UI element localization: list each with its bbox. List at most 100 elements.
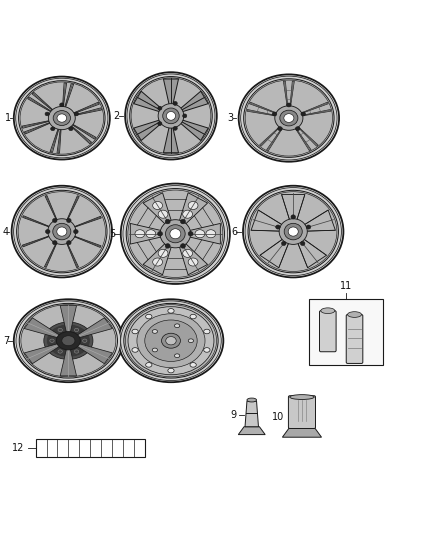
- Ellipse shape: [173, 101, 177, 106]
- Text: 12: 12: [12, 443, 25, 453]
- Ellipse shape: [135, 230, 145, 238]
- Polygon shape: [22, 120, 52, 128]
- Text: 6: 6: [231, 227, 237, 237]
- Text: 7: 7: [3, 336, 9, 346]
- Ellipse shape: [245, 188, 342, 276]
- Ellipse shape: [162, 333, 180, 348]
- Ellipse shape: [188, 258, 198, 266]
- Polygon shape: [301, 210, 336, 231]
- FancyBboxPatch shape: [288, 395, 315, 429]
- Polygon shape: [282, 195, 305, 223]
- Ellipse shape: [290, 394, 314, 399]
- Polygon shape: [295, 124, 318, 146]
- Polygon shape: [250, 102, 280, 115]
- Ellipse shape: [173, 126, 177, 130]
- Ellipse shape: [137, 314, 205, 368]
- Ellipse shape: [280, 110, 298, 126]
- Ellipse shape: [67, 219, 71, 222]
- Ellipse shape: [57, 114, 67, 122]
- Polygon shape: [260, 124, 283, 146]
- Ellipse shape: [165, 244, 170, 248]
- Ellipse shape: [20, 82, 104, 154]
- Ellipse shape: [275, 106, 303, 130]
- Polygon shape: [70, 123, 96, 139]
- Ellipse shape: [300, 241, 305, 246]
- Ellipse shape: [158, 249, 168, 257]
- Polygon shape: [299, 109, 331, 116]
- Text: 2: 2: [113, 111, 120, 121]
- Ellipse shape: [74, 328, 79, 332]
- Ellipse shape: [291, 215, 296, 219]
- Polygon shape: [50, 127, 60, 152]
- Ellipse shape: [58, 350, 62, 353]
- Ellipse shape: [183, 210, 193, 218]
- Polygon shape: [143, 193, 172, 226]
- Polygon shape: [283, 81, 288, 109]
- Polygon shape: [163, 125, 179, 153]
- Polygon shape: [143, 241, 172, 275]
- Ellipse shape: [46, 324, 90, 357]
- Ellipse shape: [128, 190, 223, 278]
- Ellipse shape: [174, 324, 180, 328]
- Ellipse shape: [244, 79, 334, 157]
- Ellipse shape: [183, 249, 193, 257]
- Polygon shape: [71, 102, 99, 115]
- Ellipse shape: [53, 110, 71, 125]
- Ellipse shape: [130, 77, 212, 155]
- Polygon shape: [134, 119, 164, 141]
- Ellipse shape: [74, 350, 79, 353]
- Ellipse shape: [190, 314, 196, 319]
- Ellipse shape: [153, 201, 162, 209]
- Polygon shape: [290, 81, 294, 109]
- Polygon shape: [66, 240, 78, 268]
- Ellipse shape: [51, 127, 55, 131]
- Ellipse shape: [16, 301, 121, 381]
- Ellipse shape: [153, 258, 162, 266]
- Ellipse shape: [170, 229, 181, 239]
- Ellipse shape: [158, 106, 162, 110]
- Ellipse shape: [321, 308, 335, 313]
- Ellipse shape: [14, 299, 123, 382]
- Polygon shape: [24, 122, 53, 134]
- Ellipse shape: [82, 339, 87, 342]
- Polygon shape: [178, 91, 208, 112]
- Ellipse shape: [16, 78, 108, 158]
- Ellipse shape: [188, 231, 193, 236]
- Ellipse shape: [124, 303, 218, 378]
- Ellipse shape: [284, 223, 302, 240]
- Ellipse shape: [347, 312, 361, 317]
- Polygon shape: [245, 401, 258, 427]
- Ellipse shape: [17, 190, 107, 273]
- Polygon shape: [251, 210, 285, 231]
- Polygon shape: [77, 318, 113, 338]
- Polygon shape: [57, 127, 61, 154]
- Ellipse shape: [206, 230, 216, 238]
- Ellipse shape: [125, 72, 217, 159]
- Text: 3: 3: [228, 113, 234, 123]
- Ellipse shape: [74, 230, 78, 233]
- Ellipse shape: [158, 231, 162, 236]
- Ellipse shape: [239, 75, 339, 161]
- Polygon shape: [44, 240, 58, 268]
- Ellipse shape: [158, 103, 184, 128]
- Ellipse shape: [14, 77, 110, 159]
- Ellipse shape: [240, 76, 337, 160]
- Ellipse shape: [60, 103, 64, 107]
- Ellipse shape: [288, 227, 298, 236]
- Ellipse shape: [158, 210, 168, 218]
- Polygon shape: [28, 97, 53, 113]
- Ellipse shape: [44, 322, 93, 359]
- Ellipse shape: [46, 230, 50, 233]
- Ellipse shape: [152, 348, 158, 352]
- Polygon shape: [297, 237, 326, 268]
- Polygon shape: [62, 83, 67, 109]
- Ellipse shape: [67, 240, 71, 245]
- Ellipse shape: [174, 354, 180, 358]
- Ellipse shape: [132, 329, 138, 334]
- Polygon shape: [77, 344, 113, 364]
- Ellipse shape: [166, 336, 176, 345]
- Polygon shape: [238, 427, 265, 434]
- Ellipse shape: [306, 225, 311, 229]
- Polygon shape: [178, 119, 208, 141]
- Polygon shape: [71, 216, 101, 228]
